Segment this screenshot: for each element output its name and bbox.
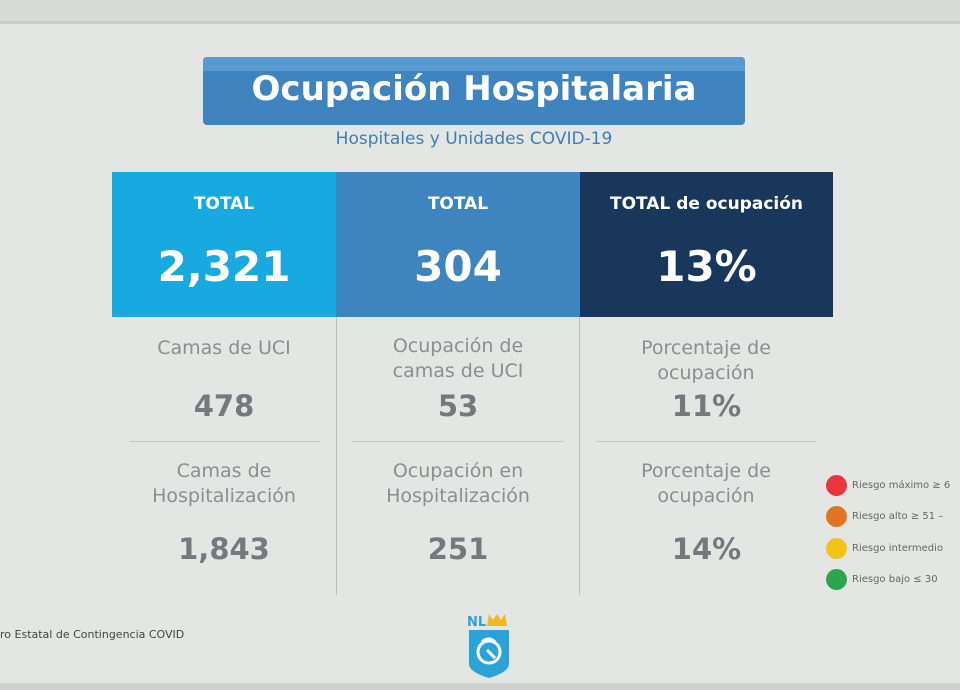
total-occupancy-value: 13% [656,242,757,291]
uci-occupied-value: 53 [437,389,479,423]
uci-percentage-label: Porcentaje de ocupación [641,337,771,384]
total-occupancy-card: TOTAL de ocupación 13% [580,172,833,317]
total-occupied-value: 304 [414,242,502,291]
risk-low-dot-icon [826,569,847,590]
hosp-beds-value: 1,843 [178,532,270,566]
uci-beds-label: Camas de UCI [157,337,291,359]
bottom-frame-band [0,683,960,690]
risk-max-label: Riesgo máximo ≥ 6 [852,480,951,491]
page-title: Ocupación Hospitalaria [251,69,697,109]
hosp-occupied-value: 251 [427,532,489,566]
hosp-percentage-label: Porcentaje de ocupación [641,460,771,507]
risk-medium-dot-icon [826,538,847,559]
row-divider [352,441,564,442]
page-subtitle: Hospitales y Unidades COVID-19 [335,129,613,149]
hosp-occupied-label: Ocupación en Hospitalización [386,460,530,507]
nuevo-leon-logo-icon: NL [467,614,509,678]
risk-high-label: Riesgo alto ≥ 51 – [852,511,944,522]
total-beds-card: TOTAL 2,321 [112,172,336,317]
risk-low-label: Riesgo bajo ≤ 30 [852,574,938,585]
hosp-beds-label: Camas de Hospitalización [152,460,296,507]
logo-letters: NL [467,615,486,630]
risk-high-dot-icon [826,506,847,527]
row-divider [130,441,320,442]
footer-source-text: ro Estatal de Contingencia COVID [0,628,185,641]
column-divider [579,317,580,595]
hosp-percentage-value: 14% [671,532,742,566]
risk-max-dot-icon [826,475,847,496]
uci-percentage-value: 11% [671,389,742,423]
top-frame-band [0,0,960,24]
total-occupancy-label: TOTAL de ocupación [609,194,804,214]
total-beds-label: TOTAL [193,194,255,214]
total-occupied-card: TOTAL 304 [336,172,580,317]
total-occupied-label: TOTAL [427,194,489,214]
risk-medium-label: Riesgo intermedio [852,543,943,554]
column-divider [336,317,337,595]
row-divider [596,441,816,442]
uci-occupied-label: Ocupación de camas de UCI [392,335,524,382]
title-banner: Ocupación Hospitalaria [203,57,745,125]
total-beds-value: 2,321 [157,242,291,291]
uci-beds-value: 478 [193,389,255,423]
